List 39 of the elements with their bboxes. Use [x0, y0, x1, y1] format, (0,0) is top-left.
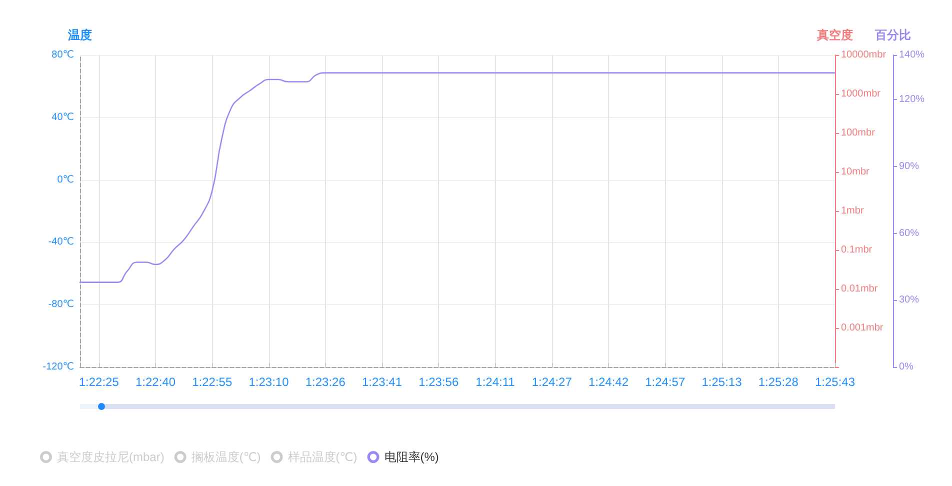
y-tick-label: -80℃ [48, 299, 74, 310]
x-tick-label: 1:23:41 [362, 375, 402, 389]
y3-tick-label: 30% [899, 294, 920, 306]
y2-axis-title: 真空度 [816, 28, 853, 42]
legend-label: 电阻率(%) [384, 450, 439, 464]
y3-tick-label: 90% [899, 160, 920, 172]
y2-tick-label: 1mbr [841, 206, 864, 216]
y2-tick-label: 1000mbr [841, 88, 882, 100]
y2-tick-label: 0.001mbr [841, 322, 884, 334]
y3-tick-label: 0% [899, 362, 914, 372]
y2-tick-label: 10mbr [841, 166, 870, 178]
x-tick-label: 1:22:25 [78, 375, 120, 389]
x-tick-label: 1:24:11 [476, 375, 516, 389]
y3-axis-title: 百分比 [874, 28, 911, 42]
x-tick-label: 1:25:13 [702, 375, 742, 389]
y3-tick-label: 120% [899, 94, 925, 106]
x-tick-label: 1:23:10 [248, 375, 290, 389]
y-tick-label: -120℃ [42, 362, 74, 372]
y3-tick-label: 140% [899, 50, 925, 60]
x-tick-label: 1:25:43 [814, 375, 856, 389]
y-tick-label: -40℃ [48, 236, 74, 248]
x-tick-label: 1:22:55 [192, 375, 232, 389]
y2-tick-label: 0.1mbr [841, 244, 873, 256]
y-tick-label: 80℃ [52, 50, 74, 60]
y2-tick-label: 10000mbr [841, 50, 887, 60]
x-tick-label: 1:24:57 [645, 375, 686, 389]
y-axis-title: 温度 [67, 28, 92, 42]
x-tick-label: 1:24:42 [588, 375, 629, 389]
x-tick-label: 1:23:56 [418, 375, 459, 389]
y-tick-label: 0℃ [57, 174, 74, 186]
y2-tick-label: 100mbr [841, 128, 876, 138]
line-series [79, 72, 836, 283]
y2-tick-label: 0.01mbr [841, 284, 878, 294]
y-tick-label: 40℃ [52, 112, 74, 123]
y3-tick-label: 60% [899, 228, 920, 239]
x-tick-label: 1:23:26 [305, 375, 346, 389]
x-tick-label: 1:24:27 [532, 375, 572, 389]
x-tick-label: 1:22:40 [135, 375, 176, 389]
x-tick-label: 1:25:28 [758, 375, 799, 389]
